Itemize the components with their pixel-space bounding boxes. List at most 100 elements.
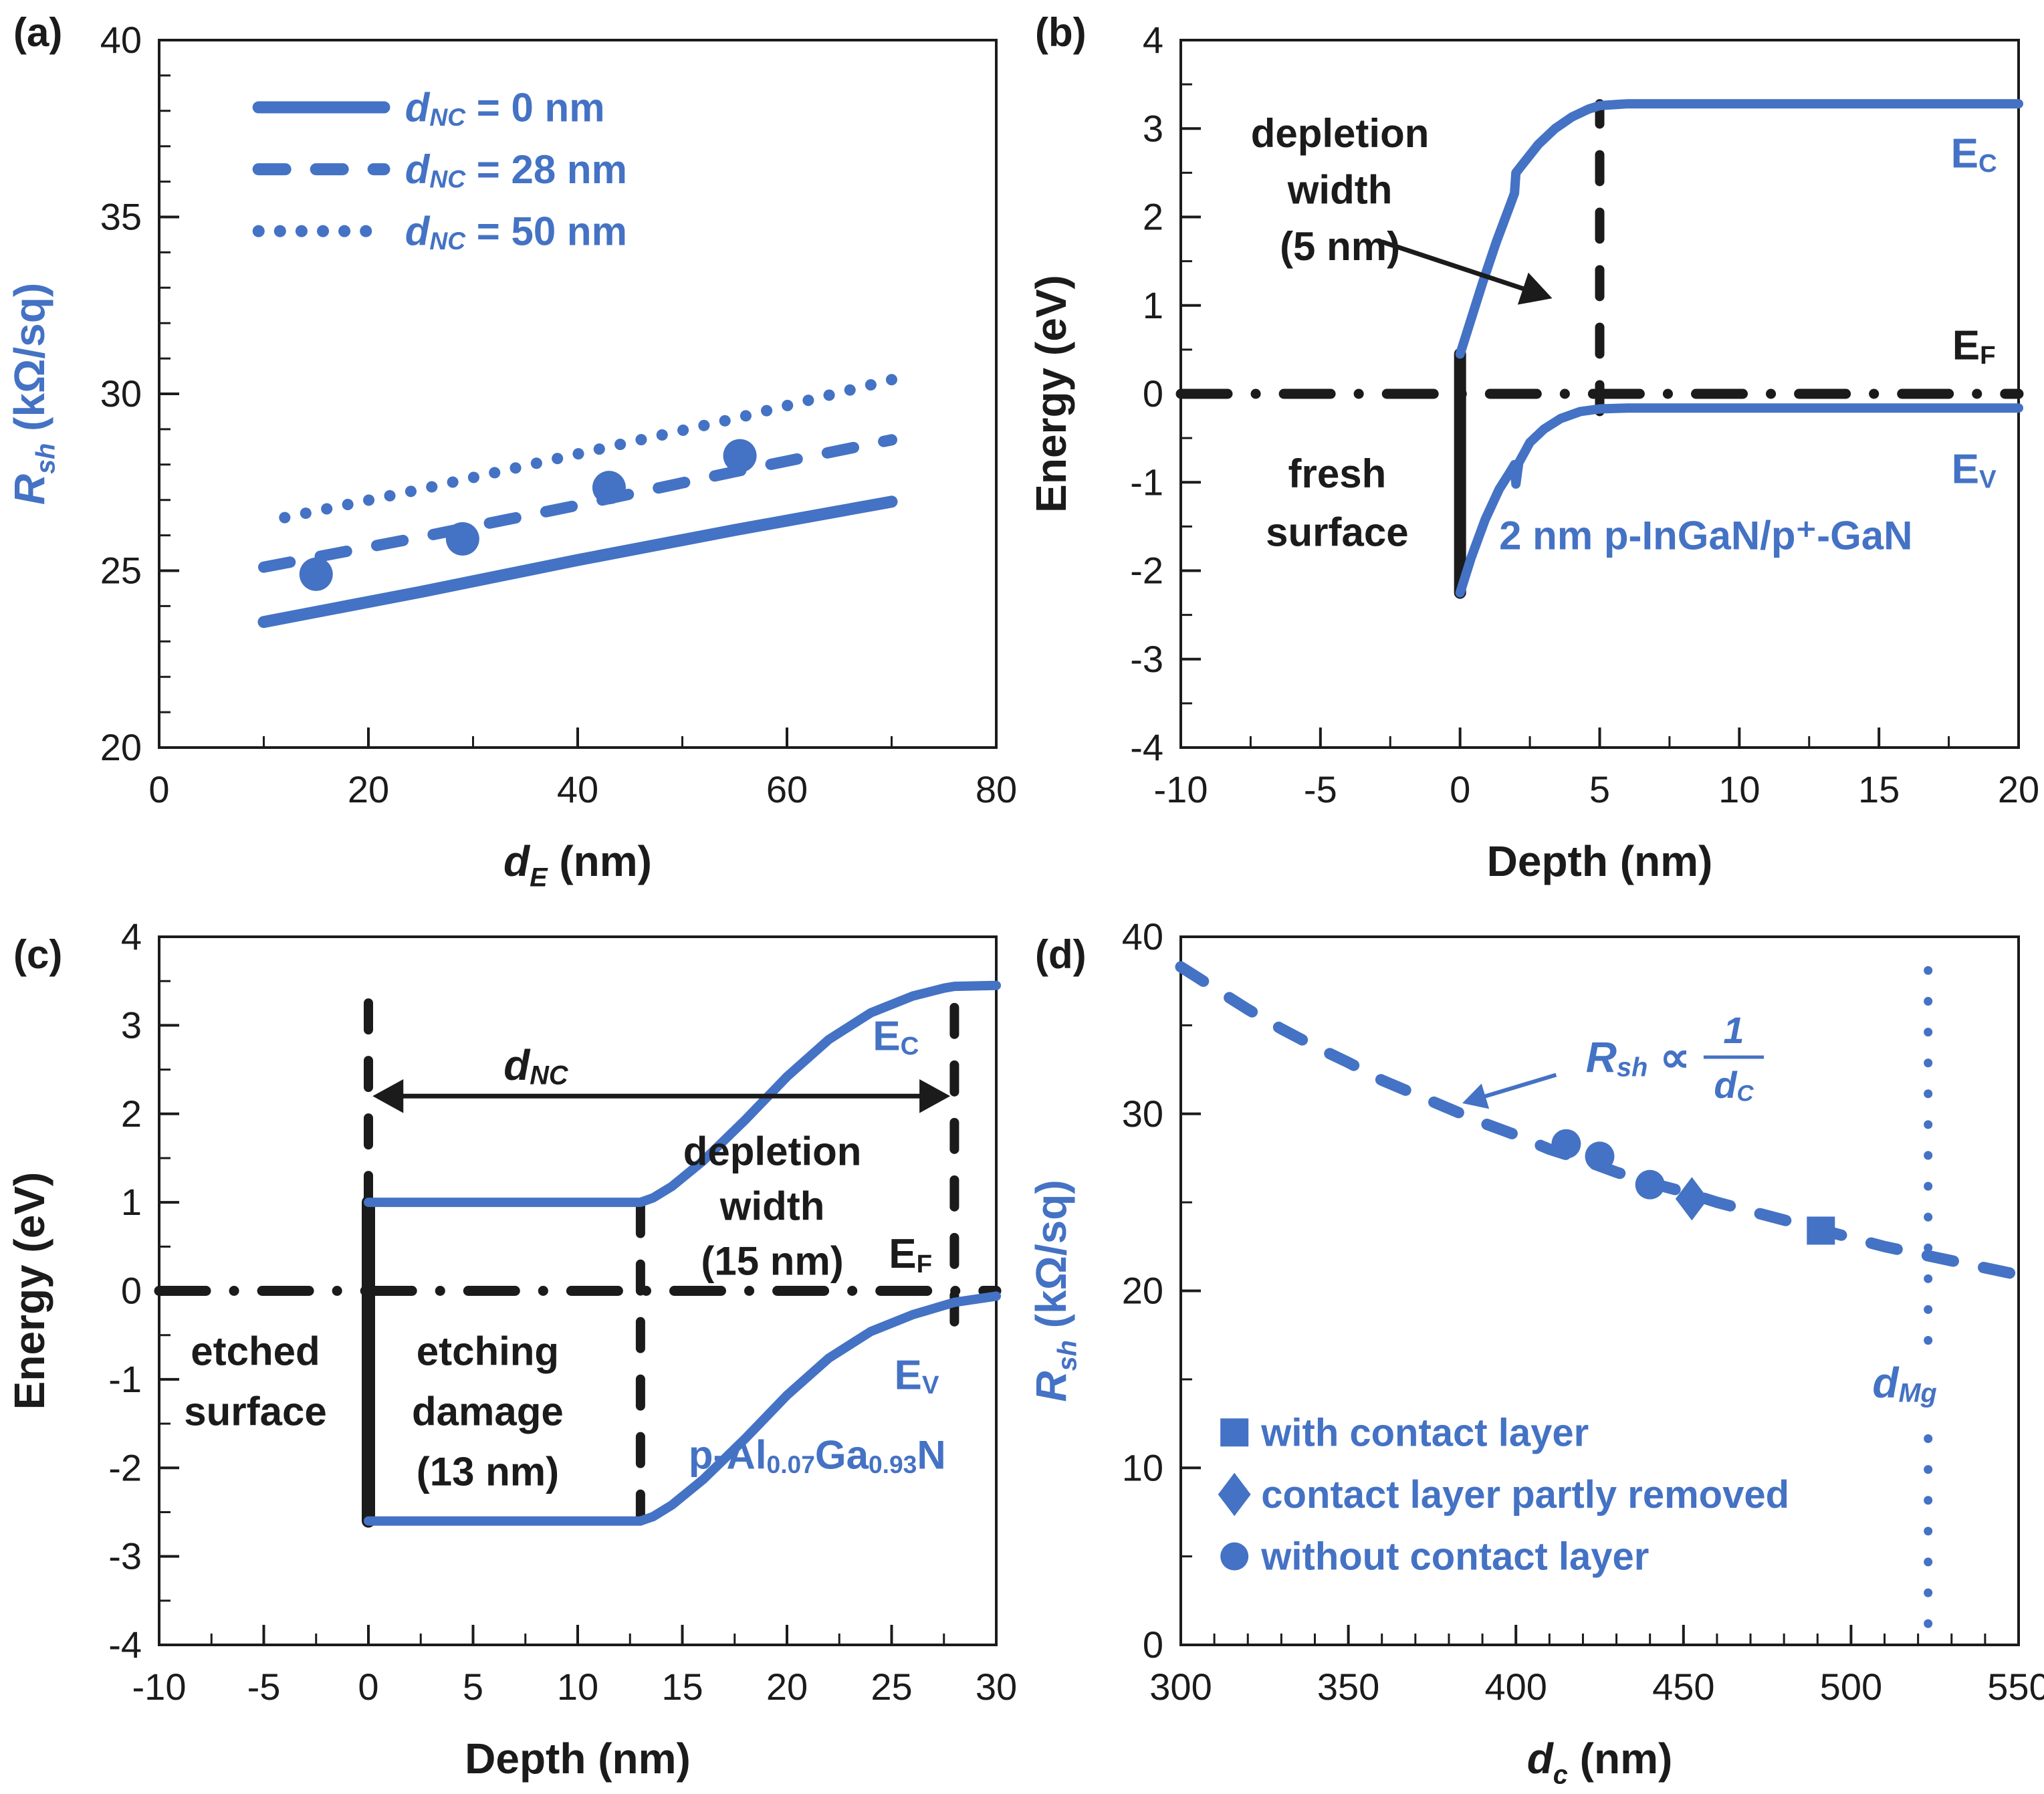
svg-text:20: 20	[1998, 768, 2039, 810]
svg-text:-1: -1	[108, 1358, 142, 1400]
svg-text:300: 300	[1149, 1666, 1212, 1708]
svg-text:400: 400	[1484, 1666, 1547, 1708]
svg-text:1: 1	[1143, 284, 1163, 326]
svg-text:5: 5	[1589, 768, 1610, 810]
svg-text:25: 25	[871, 1666, 912, 1708]
svg-text:-1: -1	[1130, 461, 1163, 503]
svg-text:500: 500	[1820, 1666, 1882, 1708]
svg-text:etching: etching	[417, 1329, 559, 1373]
svg-text:(13 nm): (13 nm)	[417, 1449, 559, 1494]
svg-text:-5: -5	[1304, 768, 1337, 810]
svg-text:(5 nm): (5 nm)	[1280, 224, 1400, 269]
svg-text:Rsh (kΩ/sq): Rsh (kΩ/sq)	[5, 283, 60, 505]
svg-text:dNC = 28 nm: dNC = 28 nm	[405, 147, 627, 193]
svg-text:-10: -10	[132, 1666, 187, 1708]
svg-text:without contact layer: without contact layer	[1260, 1535, 1649, 1578]
svg-text:damage: damage	[412, 1389, 564, 1434]
svg-text:2 nm p-InGaN/p⁺-GaN: 2 nm p-InGaN/p⁺-GaN	[1499, 513, 1912, 558]
svg-text:2: 2	[121, 1093, 142, 1135]
svg-text:4: 4	[121, 915, 142, 958]
svg-text:15: 15	[661, 1666, 703, 1708]
svg-text:550: 550	[1987, 1666, 2044, 1708]
svg-text:350: 350	[1317, 1666, 1379, 1708]
svg-text:10: 10	[557, 1666, 598, 1708]
svg-text:dNC = 0 nm: dNC = 0 nm	[405, 85, 605, 131]
svg-text:20: 20	[348, 768, 389, 810]
svg-text:450: 450	[1652, 1666, 1714, 1708]
svg-text:etched: etched	[191, 1329, 320, 1373]
svg-text:contact layer partly removed: contact layer partly removed	[1261, 1472, 1789, 1516]
svg-text:20: 20	[766, 1666, 808, 1708]
svg-text:35: 35	[100, 196, 142, 238]
panel-c-label: (c)	[13, 932, 63, 977]
svg-text:EF: EF	[1952, 322, 1996, 370]
svg-text:40: 40	[1122, 915, 1163, 958]
svg-text:0: 0	[148, 768, 169, 810]
svg-text:-4: -4	[108, 1623, 142, 1666]
svg-text:20: 20	[1122, 1270, 1163, 1312]
svg-text:10: 10	[1718, 768, 1760, 810]
svg-text:0: 0	[121, 1270, 142, 1312]
svg-text:width: width	[719, 1184, 825, 1228]
svg-text:3: 3	[121, 1004, 142, 1046]
svg-text:width: width	[1287, 167, 1393, 212]
svg-text:30: 30	[976, 1666, 1017, 1708]
panel-d-plot: 300 350 400 450 500 550 0 10 20 30 40 dc (nm) Rsh (k…	[1027, 915, 2044, 1789]
svg-text:-2: -2	[1130, 550, 1163, 592]
svg-text:2: 2	[1143, 196, 1163, 238]
svg-text:40: 40	[100, 19, 142, 61]
svg-text:Energy (eV): Energy (eV)	[5, 1172, 53, 1410]
svg-text:-5: -5	[247, 1666, 281, 1708]
svg-text:-4: -4	[1130, 726, 1163, 768]
svg-text:0: 0	[1143, 372, 1163, 415]
svg-text:Depth (nm): Depth (nm)	[1487, 837, 1713, 885]
svg-text:(15 nm): (15 nm)	[701, 1238, 843, 1283]
panel-d-label: (d)	[1035, 932, 1087, 977]
panel-d: (d) 300 350 400 450 500 550 0 10 20 30 40 dc (nm) Rs…	[1022, 897, 2044, 1794]
svg-text:25: 25	[100, 550, 142, 592]
svg-text:with contact layer: with contact layer	[1260, 1411, 1589, 1454]
svg-text:0: 0	[1143, 1623, 1163, 1666]
svg-text:15: 15	[1858, 768, 1900, 810]
svg-text:surface: surface	[184, 1389, 326, 1434]
panel-a-label: (a)	[13, 10, 63, 55]
svg-text:5: 5	[463, 1666, 483, 1708]
svg-text:10: 10	[1122, 1446, 1163, 1488]
svg-text:-10: -10	[1154, 768, 1208, 810]
svg-text:EF: EF	[889, 1230, 932, 1278]
svg-text:EV: EV	[1952, 446, 1997, 493]
svg-text:dc (nm): dc (nm)	[1527, 1734, 1673, 1789]
svg-text:0: 0	[1450, 768, 1470, 810]
svg-text:-3: -3	[108, 1535, 142, 1577]
svg-text:40: 40	[557, 768, 598, 810]
svg-text:dMg: dMg	[1872, 1359, 1936, 1408]
svg-text:dC: dC	[1714, 1064, 1754, 1107]
svg-text:dNC: dNC	[503, 1041, 569, 1090]
svg-text:Rsh ∝: Rsh ∝	[1586, 1033, 1690, 1082]
svg-text:30: 30	[100, 372, 142, 415]
svg-text:dNC = 50 nm: dNC = 50 nm	[405, 209, 627, 255]
svg-text:EC: EC	[873, 1013, 919, 1060]
svg-text:-2: -2	[108, 1446, 142, 1488]
svg-text:60: 60	[766, 768, 808, 810]
panel-b: (b) -10 -5 0 5 10 15 20 -4 -3 -2 -1 0 1 2 3 4 Depth (nm)…	[1022, 0, 2044, 897]
panel-a: (a) 0 20 40 60 80 20 25 30 35 40 dE (nm) Rsh (kΩ/sq…	[0, 0, 1022, 897]
svg-text:-3: -3	[1130, 638, 1163, 680]
svg-text:1: 1	[121, 1181, 142, 1223]
svg-text:depletion: depletion	[1251, 110, 1430, 155]
svg-text:0: 0	[358, 1666, 378, 1708]
svg-text:fresh: fresh	[1288, 451, 1387, 496]
svg-text:30: 30	[1122, 1093, 1163, 1135]
panel-b-label: (b)	[1035, 10, 1087, 55]
svg-text:Rsh (kΩ/sq): Rsh (kΩ/sq)	[1027, 1180, 1082, 1401]
svg-text:3: 3	[1143, 107, 1163, 149]
svg-text:EC: EC	[1951, 130, 1997, 178]
svg-text:depletion: depletion	[683, 1129, 862, 1173]
svg-text:Energy (eV): Energy (eV)	[1027, 275, 1075, 513]
svg-text:1: 1	[1723, 1008, 1744, 1050]
panel-c: (c) -10 -5 0 5 10 15 20 25 30 -4 -3 -2 -1 0 1 2 3 4 Depth …	[0, 897, 1022, 1794]
